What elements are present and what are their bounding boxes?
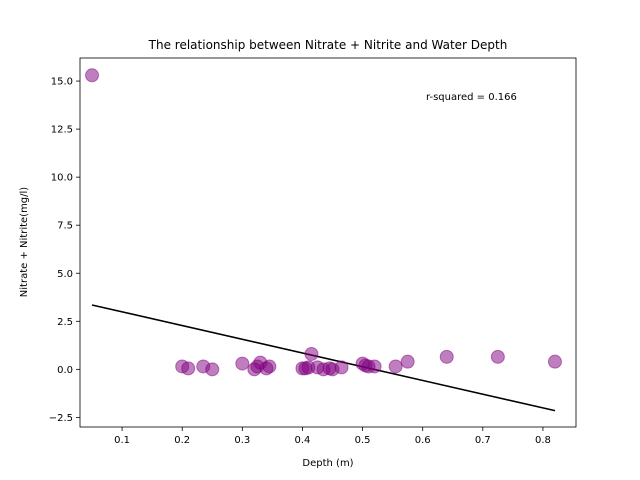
data-point	[547, 354, 562, 369]
x-tick-label: 0.4	[294, 435, 310, 446]
x-tick-label: 0.7	[475, 435, 491, 446]
data-point	[235, 356, 250, 371]
y-tick-label: 5.0	[57, 269, 73, 280]
regression-line	[91, 304, 556, 412]
y-axis-label: Nitrate + Nitrite(mg/l)	[19, 187, 30, 298]
plot-frame	[79, 57, 577, 428]
data-point	[181, 361, 196, 376]
data-point	[334, 360, 349, 375]
y-tick-label: 12.5	[51, 125, 73, 136]
x-tick-label: 0.6	[415, 435, 431, 446]
y-tick-label: 10.0	[51, 173, 73, 184]
x-tick-label: 0.8	[535, 435, 551, 446]
data-point	[205, 362, 220, 377]
r-squared-annotation: r-squared = 0.166	[426, 92, 517, 103]
y-tick-label: 7.5	[57, 221, 73, 232]
data-point	[400, 354, 415, 369]
data-point	[304, 346, 319, 361]
x-tick-label: 0.5	[355, 435, 371, 446]
data-point	[490, 349, 505, 364]
data-point	[439, 349, 454, 364]
data-point	[262, 359, 277, 374]
y-tick-label: 2.5	[57, 317, 73, 328]
data-point	[367, 359, 382, 374]
x-axis-label: Depth (m)	[302, 458, 353, 469]
x-tick-label: 0.2	[174, 435, 190, 446]
chart-title: The relationship between Nitrate + Nitri…	[148, 38, 508, 52]
y-tick-label: 15.0	[51, 77, 73, 88]
x-tick-label: 0.1	[114, 435, 130, 446]
x-axis-ticks: 0.1 0.2 0.3 0.4 0.5 0.6 0.7 0.8	[114, 427, 551, 446]
data-point	[85, 68, 100, 83]
y-tick-label: −2.5	[49, 413, 73, 424]
x-tick-label: 0.3	[234, 435, 250, 446]
y-tick-label: 0.0	[57, 365, 73, 376]
data-point	[388, 359, 403, 374]
fit-line-layer	[91, 304, 556, 412]
y-axis-ticks: −2.5 0.0 2.5 5.0 7.5 10.0 12.5 15.0	[49, 77, 80, 424]
points-layer	[85, 68, 562, 377]
